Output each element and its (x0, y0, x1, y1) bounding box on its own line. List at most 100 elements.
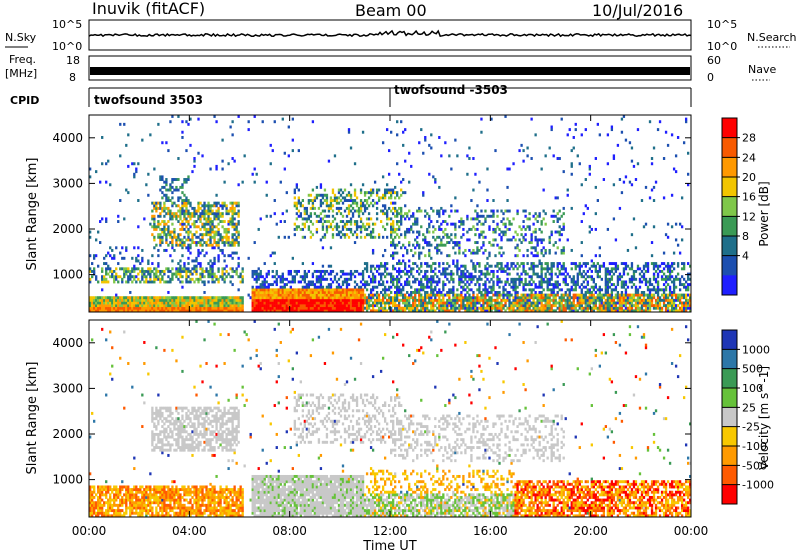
heatmap-cell (381, 301, 385, 305)
heatmap-cell (359, 285, 363, 289)
heatmap-cell (540, 222, 543, 226)
heatmap-cell (119, 301, 122, 305)
heatmap-cell (185, 280, 188, 284)
heatmap-cell (279, 280, 282, 284)
heatmap-cell (241, 180, 244, 184)
heatmap-cell (568, 298, 571, 302)
heatmap-cell (347, 283, 351, 287)
heatmap-cell (540, 304, 543, 308)
heatmap-cell (255, 272, 258, 276)
heatmap-cell (588, 298, 591, 302)
heatmap-cell (255, 298, 258, 302)
heatmap-cell (227, 304, 230, 308)
heatmap-cell (231, 157, 234, 160)
heatmap-cell (554, 230, 557, 234)
heatmap-cell (319, 204, 323, 208)
heatmap-cell (578, 306, 581, 310)
heatmap-cell (640, 309, 644, 312)
heatmap-cell (163, 225, 166, 229)
heatmap-cell (329, 277, 333, 281)
heatmap-cell (123, 256, 126, 260)
heatmap-cell (396, 290, 399, 294)
heatmap-cell (442, 267, 445, 271)
heatmap-cell (536, 306, 539, 310)
heatmap-cell (303, 269, 307, 273)
heatmap-cell (558, 309, 561, 312)
heatmap-cell (129, 277, 132, 281)
heatmap-cell (147, 306, 150, 310)
heatmap-cell (303, 306, 307, 310)
heatmap-cell (183, 222, 186, 226)
heatmap-cell (333, 277, 337, 281)
heatmap-cell (574, 280, 577, 284)
heatmap-cell (175, 296, 178, 300)
heatmap-cell (273, 199, 276, 202)
heatmap-cell (526, 306, 529, 310)
heatmap-cell (392, 238, 395, 242)
heatmap-cell (153, 217, 156, 221)
heatmap-cell (542, 267, 545, 271)
heatmap-cell (536, 285, 539, 289)
heatmap-cell (438, 225, 441, 229)
heatmap-cell (394, 196, 397, 200)
heatmap-cell (155, 298, 158, 302)
heatmap-cell (558, 301, 561, 305)
heatmap-cell (508, 167, 511, 171)
heatmap-cell (408, 180, 411, 184)
heatmap-cell (103, 309, 106, 312)
heatmap-cell (297, 269, 300, 273)
heatmap-cell (167, 269, 170, 273)
heatmap-cell (309, 309, 313, 312)
heatmap-cell (221, 301, 224, 305)
heatmap-cell (203, 206, 206, 210)
heatmap-cell (227, 238, 230, 242)
heatmap-cell (271, 251, 274, 255)
heatmap-cell (460, 280, 463, 284)
heatmap-cell (239, 280, 242, 284)
heatmap-cell (404, 301, 407, 305)
heatmap-cell (404, 204, 407, 208)
heatmap-cell (281, 285, 284, 289)
freq-left-label-2: [MHz] (5, 67, 37, 80)
heatmap-cell (520, 272, 523, 276)
heatmap-cell (486, 256, 489, 260)
heatmap-cell (422, 306, 425, 310)
heatmap-cell (560, 293, 563, 297)
heatmap-cell (293, 222, 296, 226)
heatmap-cell (221, 238, 224, 242)
heatmap-cell (211, 243, 214, 247)
heatmap-cell (552, 293, 555, 297)
heatmap-cell (406, 230, 409, 234)
heatmap-cell (151, 225, 154, 229)
heatmap-cell (498, 304, 501, 308)
heatmap-cell (349, 298, 353, 302)
heatmap-cell (442, 285, 445, 289)
heatmap-cell (177, 233, 180, 237)
heatmap-cell (257, 267, 260, 271)
heatmap-cell (534, 304, 537, 308)
heatmap-cell (566, 293, 569, 297)
heatmap-cell (514, 288, 517, 292)
heatmap-cell (337, 285, 341, 289)
heatmap-cell (622, 283, 626, 287)
heatmap-cell (550, 269, 553, 273)
heatmap-cell (257, 227, 260, 231)
heatmap-cell (153, 206, 156, 210)
heatmap-cell (474, 275, 477, 279)
heatmap-cell (323, 214, 327, 218)
heatmap-cell (608, 285, 612, 289)
heatmap-cell (323, 306, 327, 310)
heatmap-cell (359, 298, 363, 302)
heatmap-cell (624, 301, 628, 305)
heatmap-cell (500, 280, 503, 284)
heatmap-cell (161, 238, 164, 242)
heatmap-cell (215, 301, 218, 305)
heatmap-cell (642, 290, 646, 294)
heatmap-cell (546, 296, 549, 300)
heatmap-cell (476, 277, 479, 281)
heatmap-cell (442, 301, 445, 305)
date-title: 10/Jul/2016 (592, 1, 683, 20)
heatmap-cell (153, 222, 156, 226)
heatmap-cell (530, 246, 533, 250)
heatmap-cell (191, 235, 194, 239)
